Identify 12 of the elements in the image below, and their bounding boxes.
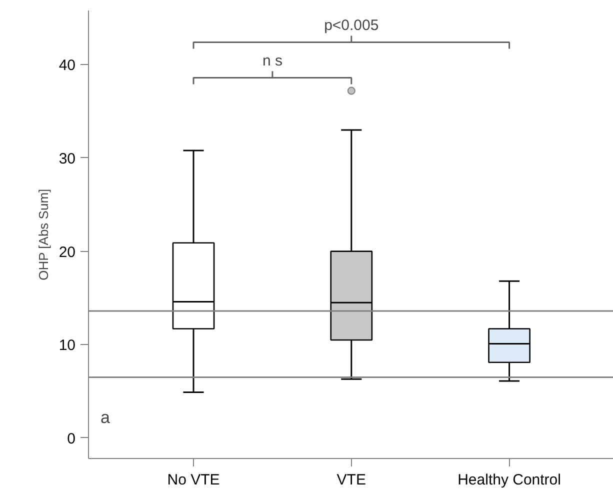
annotation: p<0.005 — [324, 16, 379, 34]
x-tick-label: No VTE — [167, 472, 220, 488]
y-tick-label: 40 — [58, 57, 76, 74]
y-tick-label: 10 — [58, 337, 76, 354]
y-tick-label: 30 — [58, 150, 76, 168]
annotation: n s — [262, 52, 282, 70]
y-tick-label: 20 — [58, 244, 76, 261]
x-tick-label: VTE — [336, 472, 366, 488]
annotation: a — [100, 408, 110, 427]
y-tick-label: 0 — [67, 430, 76, 448]
x-tick-label: Healthy Control — [458, 472, 561, 488]
y-axis-title: OHP [Abs Sum] — [36, 188, 51, 280]
